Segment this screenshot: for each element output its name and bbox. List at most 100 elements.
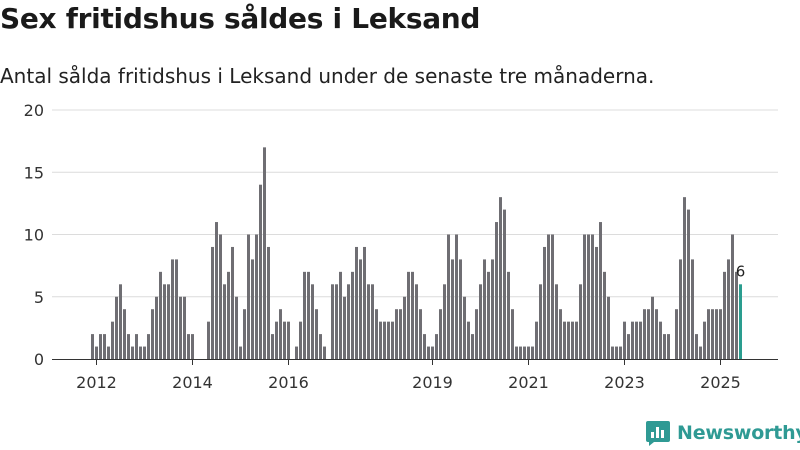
y-tick-label: 10 [24,226,44,245]
bar [99,334,102,359]
bar [635,321,638,359]
bar [675,309,678,359]
bar [143,346,146,359]
x-tick-label: 2016 [268,373,309,392]
bar [579,284,582,359]
bar [103,334,106,359]
bar [371,284,374,359]
bar [223,284,226,359]
bar [231,246,234,359]
y-tick-label: 5 [34,288,44,307]
bar [419,309,422,359]
bar [255,234,258,359]
bar [343,296,346,359]
bar [411,271,414,359]
bar-highlighted [739,284,742,359]
bar [383,321,386,359]
bar [703,321,706,359]
bar [251,259,254,359]
bar [711,309,714,359]
y-axis-ticks: 0 5 10 15 20 [24,101,44,369]
bar [175,259,178,359]
bar [315,309,318,359]
bar [123,309,126,359]
y-tick-label: 15 [24,163,44,182]
highlight-value-label: 6 [736,262,746,280]
x-tick-label: 2012 [76,373,117,392]
bar [727,259,730,359]
bar [191,334,194,359]
bar [447,234,450,359]
bar [219,234,222,359]
bar [543,246,546,359]
bar [459,259,462,359]
bar [171,259,174,359]
bar [347,284,350,359]
bar [259,184,262,359]
bar [455,234,458,359]
bar [503,209,506,359]
bar [423,334,426,359]
bar [663,334,666,359]
bar [539,284,542,359]
bar [355,246,358,359]
bar [139,346,142,359]
bar [379,321,382,359]
bar [595,246,598,359]
bar [403,296,406,359]
brand-name: Newsworthy [677,422,800,444]
newsworthy-logo[interactable]: Newsworthy [645,420,800,446]
bar [95,346,98,359]
bar [395,309,398,359]
bar [519,346,522,359]
x-tick-label: 2025 [700,373,741,392]
bar [135,334,138,359]
bar [643,309,646,359]
bar [659,321,662,359]
bar [107,346,110,359]
bar [627,334,630,359]
bar [707,309,710,359]
bar [631,321,634,359]
bar [719,309,722,359]
gridlines [52,109,778,298]
x-tick-label: 2021 [508,373,549,392]
bar [351,271,354,359]
bar [391,321,394,359]
bar [715,309,718,359]
bar [695,334,698,359]
bar [167,284,170,359]
bar [311,284,314,359]
bar [207,321,210,359]
y-tick-label: 0 [34,350,44,369]
bar [187,334,190,359]
bar [583,234,586,359]
bar [619,346,622,359]
x-axis-ticks: 2012 2014 2016 2019 2021 2023 2025 [76,359,741,392]
x-tick-label: 2019 [412,373,453,392]
x-tick-label: 2023 [604,373,645,392]
bar [515,346,518,359]
bar [607,296,610,359]
bar [679,259,682,359]
bar [363,246,366,359]
bar [151,309,154,359]
bar [115,296,118,359]
bar [299,321,302,359]
bar [399,309,402,359]
chart-title: Sex fritidshus såldes i Leksand [0,2,481,35]
bar [159,271,162,359]
bar [723,271,726,359]
bar [235,296,238,359]
bar [611,346,614,359]
bar [615,346,618,359]
bar [471,334,474,359]
bar [463,296,466,359]
bar [163,284,166,359]
bar [683,197,686,359]
bar [499,197,502,359]
bar [451,259,454,359]
bar [267,246,270,359]
bar [183,296,186,359]
bar [495,222,498,359]
